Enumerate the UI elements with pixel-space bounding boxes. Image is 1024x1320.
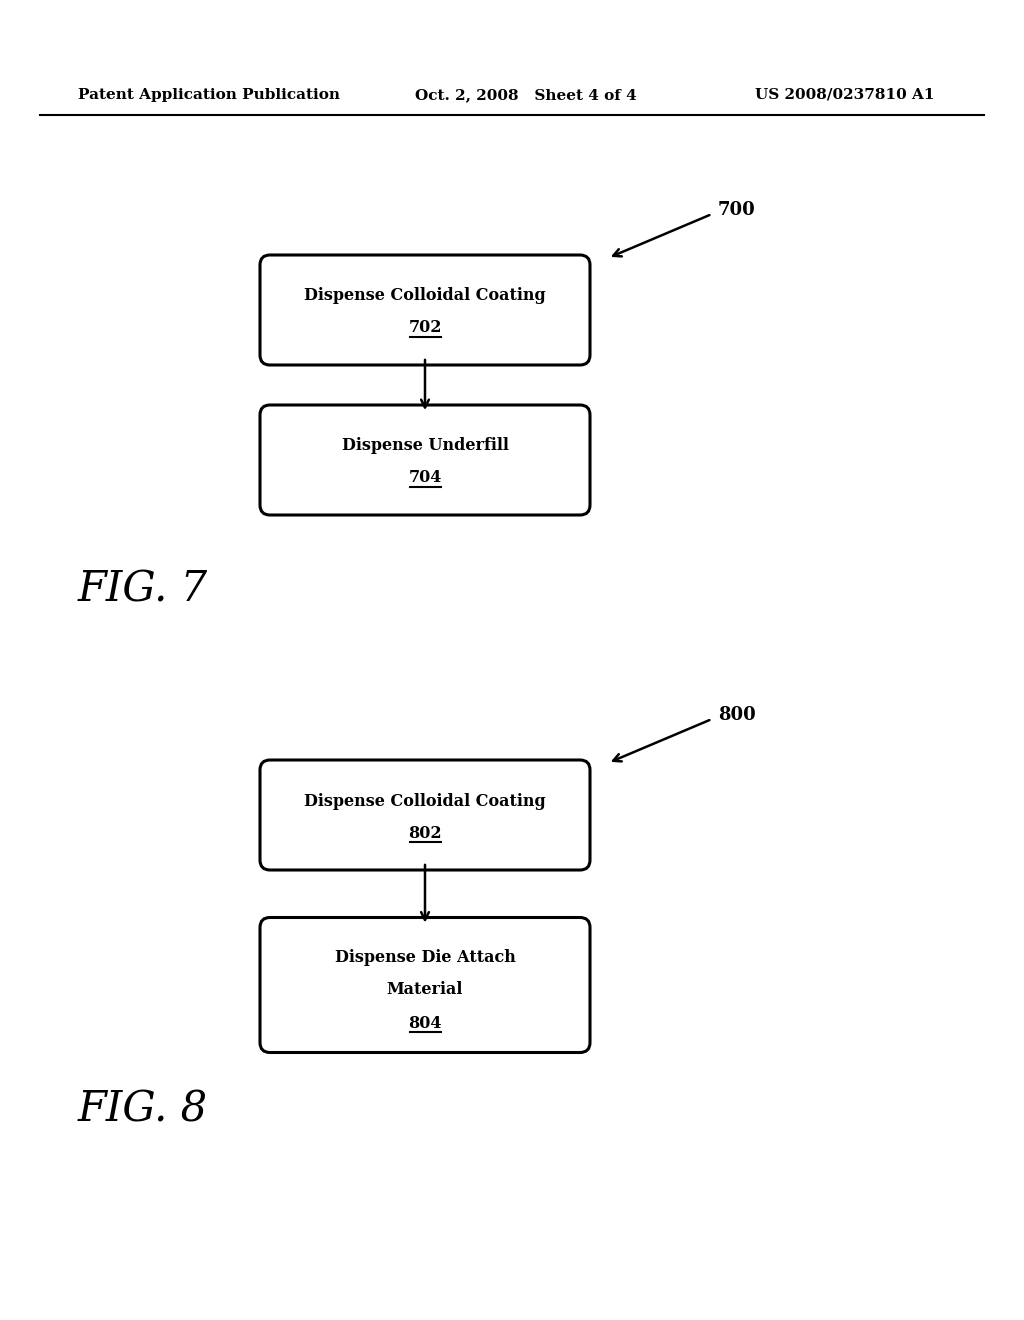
- Text: US 2008/0237810 A1: US 2008/0237810 A1: [755, 88, 935, 102]
- FancyBboxPatch shape: [260, 917, 590, 1052]
- Text: Dispense Die Attach: Dispense Die Attach: [335, 949, 515, 965]
- Text: Oct. 2, 2008   Sheet 4 of 4: Oct. 2, 2008 Sheet 4 of 4: [415, 88, 637, 102]
- Text: Patent Application Publication: Patent Application Publication: [78, 88, 340, 102]
- Text: Dispense Underfill: Dispense Underfill: [342, 437, 509, 454]
- FancyBboxPatch shape: [260, 405, 590, 515]
- Text: FIG. 7: FIG. 7: [78, 569, 208, 611]
- Text: Dispense Colloidal Coating: Dispense Colloidal Coating: [304, 288, 546, 305]
- Text: 704: 704: [409, 470, 441, 487]
- Text: Material: Material: [387, 982, 463, 998]
- Text: 804: 804: [409, 1015, 441, 1031]
- Text: FIG. 8: FIG. 8: [78, 1089, 208, 1131]
- Text: 702: 702: [409, 319, 441, 337]
- Text: 802: 802: [409, 825, 441, 842]
- FancyBboxPatch shape: [260, 760, 590, 870]
- Text: 700: 700: [718, 201, 756, 219]
- Text: 800: 800: [718, 706, 756, 723]
- FancyBboxPatch shape: [260, 255, 590, 366]
- Text: Dispense Colloidal Coating: Dispense Colloidal Coating: [304, 792, 546, 809]
